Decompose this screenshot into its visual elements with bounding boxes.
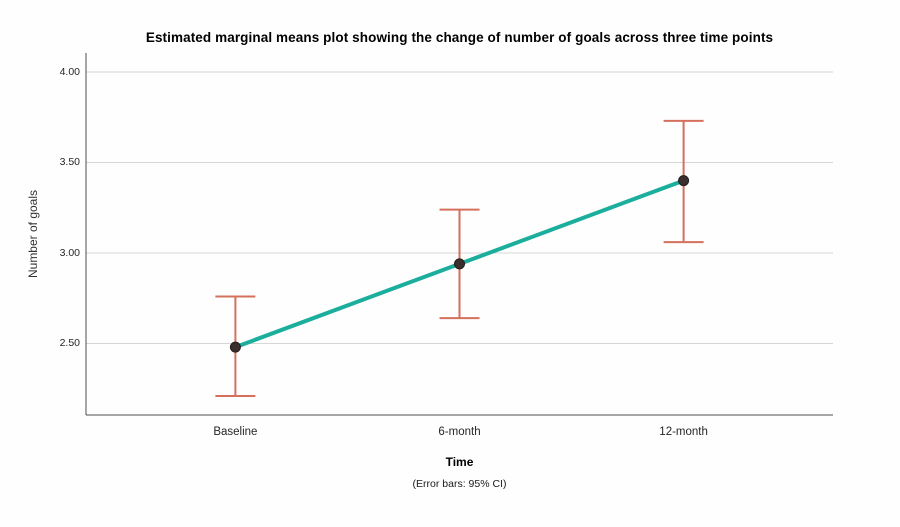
- mean-marker: [454, 258, 465, 270]
- mean-marker: [678, 175, 690, 187]
- error-bar-footnote: (Error bars: 95% CI): [412, 478, 507, 490]
- x-tick-label: 12-month: [659, 426, 708, 438]
- chart-title: Estimated marginal means plot showing th…: [145, 30, 774, 45]
- y-tick-label: 3.00: [59, 246, 80, 259]
- x-tick-label: Baseline: [213, 426, 258, 438]
- x-tick-label: 6-month: [438, 426, 481, 438]
- mean-marker: [229, 341, 241, 353]
- y-tick-label: 4.00: [59, 65, 80, 78]
- y-tick-label: 3.50: [59, 156, 80, 168]
- y-tick-label: 2.50: [59, 337, 80, 349]
- x-axis-title: Time: [445, 455, 474, 469]
